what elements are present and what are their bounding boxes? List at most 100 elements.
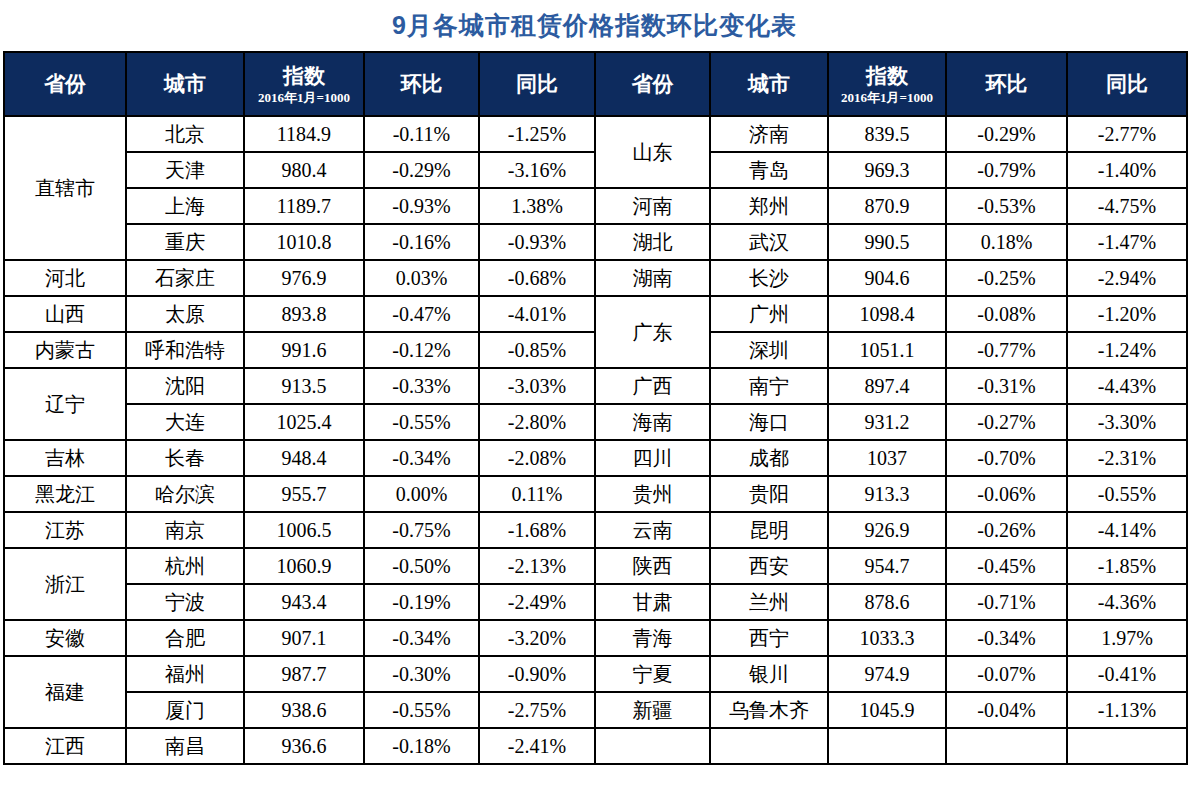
cell-yoy-right <box>1067 728 1187 764</box>
cell-index-left: 936.6 <box>244 728 364 764</box>
cell-city-left: 大连 <box>126 404 244 440</box>
cell-yoy-left: -4.01% <box>479 296 595 332</box>
cell-index-right: 904.6 <box>828 260 946 296</box>
cell-province-left: 内蒙古 <box>4 332 126 368</box>
cell-mom-left: 0.00% <box>364 476 479 512</box>
header-index-label-left: 指数 <box>245 64 363 88</box>
cell-mom-left: -0.29% <box>364 152 479 188</box>
header-mom-right: 环比 <box>946 52 1067 116</box>
cell-yoy-right: -1.85% <box>1067 548 1187 584</box>
cell-mom-right: -0.45% <box>946 548 1067 584</box>
cell-province-left: 福建 <box>4 656 126 728</box>
cell-mom-left: -0.55% <box>364 404 479 440</box>
cell-city-right: 银川 <box>710 656 828 692</box>
cell-yoy-left: -1.25% <box>479 116 595 152</box>
cell-yoy-right: -4.43% <box>1067 368 1187 404</box>
header-province-right: 省份 <box>595 52 710 116</box>
cell-mom-left: -0.11% <box>364 116 479 152</box>
cell-index-right: 969.3 <box>828 152 946 188</box>
cell-mom-right: -0.70% <box>946 440 1067 476</box>
header-row: 省份 城市 指数 2016年1月=1000 环比 同比 省份 城市 指数 201… <box>4 52 1187 116</box>
cell-mom-left: -0.33% <box>364 368 479 404</box>
cell-city-left: 哈尔滨 <box>126 476 244 512</box>
cell-yoy-right: -0.55% <box>1067 476 1187 512</box>
cell-city-right: 济南 <box>710 116 828 152</box>
cell-yoy-left: -2.08% <box>479 440 595 476</box>
cell-city-right: 深圳 <box>710 332 828 368</box>
cell-index-left: 976.9 <box>244 260 364 296</box>
table-row: 江苏南京1006.5-0.75%-1.68%云南昆明926.9-0.26%-4.… <box>4 512 1187 548</box>
cell-province-left: 黑龙江 <box>4 476 126 512</box>
cell-yoy-left: -0.90% <box>479 656 595 692</box>
cell-province-left: 直辖市 <box>4 116 126 260</box>
cell-yoy-right: -4.14% <box>1067 512 1187 548</box>
cell-mom-left: -0.50% <box>364 548 479 584</box>
cell-province-right: 广西 <box>595 368 710 404</box>
cell-mom-left: -0.55% <box>364 692 479 728</box>
cell-index-left: 913.5 <box>244 368 364 404</box>
cell-index-left: 938.6 <box>244 692 364 728</box>
cell-mom-right: 0.18% <box>946 224 1067 260</box>
cell-index-right <box>828 728 946 764</box>
cell-mom-right: -0.34% <box>946 620 1067 656</box>
cell-mom-right: -0.53% <box>946 188 1067 224</box>
cell-index-right: 1037 <box>828 440 946 476</box>
cell-index-right: 974.9 <box>828 656 946 692</box>
cell-city-left: 宁波 <box>126 584 244 620</box>
cell-index-right: 870.9 <box>828 188 946 224</box>
header-index-base-left: 2016年1月=1000 <box>245 90 363 105</box>
table-row: 直辖市北京1184.9-0.11%-1.25%山东济南839.5-0.29%-2… <box>4 116 1187 152</box>
cell-province-right: 宁夏 <box>595 656 710 692</box>
cell-yoy-right: -4.36% <box>1067 584 1187 620</box>
cell-city-left: 合肥 <box>126 620 244 656</box>
cell-mom-left: -0.34% <box>364 440 479 476</box>
cell-city-right: 成都 <box>710 440 828 476</box>
header-city-left: 城市 <box>126 52 244 116</box>
cell-city-left: 呼和浩特 <box>126 332 244 368</box>
cell-index-left: 1006.5 <box>244 512 364 548</box>
cell-province-right: 青海 <box>595 620 710 656</box>
cell-city-right: 西安 <box>710 548 828 584</box>
cell-province-right: 新疆 <box>595 692 710 728</box>
cell-index-right: 1051.1 <box>828 332 946 368</box>
cell-index-right: 839.5 <box>828 116 946 152</box>
cell-mom-right: -0.25% <box>946 260 1067 296</box>
cell-index-left: 991.6 <box>244 332 364 368</box>
header-index-left: 指数 2016年1月=1000 <box>244 52 364 116</box>
cell-city-right: 长沙 <box>710 260 828 296</box>
cell-province-right: 贵州 <box>595 476 710 512</box>
cell-mom-right: -0.04% <box>946 692 1067 728</box>
cell-mom-left: -0.16% <box>364 224 479 260</box>
cell-city-right: 乌鲁木齐 <box>710 692 828 728</box>
cell-yoy-left: -2.13% <box>479 548 595 584</box>
table-row: 江西南昌936.6-0.18%-2.41% <box>4 728 1187 764</box>
page-title: 9月各城市租赁价格指数环比变化表 <box>0 0 1189 51</box>
cell-yoy-left: 1.38% <box>479 188 595 224</box>
cell-city-right: 海口 <box>710 404 828 440</box>
header-index-label-right: 指数 <box>829 64 945 88</box>
table-row: 大连1025.4-0.55%-2.80%海南海口931.2-0.27%-3.30… <box>4 404 1187 440</box>
header-index-base-right: 2016年1月=1000 <box>829 90 945 105</box>
cell-mom-left: -0.19% <box>364 584 479 620</box>
cell-yoy-left: -0.85% <box>479 332 595 368</box>
header-index-right: 指数 2016年1月=1000 <box>828 52 946 116</box>
cell-mom-right: -0.27% <box>946 404 1067 440</box>
cell-yoy-left: -3.03% <box>479 368 595 404</box>
cell-mom-right: -0.26% <box>946 512 1067 548</box>
table-row: 黑龙江哈尔滨955.70.00%0.11%贵州贵阳913.3-0.06%-0.5… <box>4 476 1187 512</box>
cell-index-right: 954.7 <box>828 548 946 584</box>
cell-yoy-left: -3.16% <box>479 152 595 188</box>
cell-yoy-right: -1.40% <box>1067 152 1187 188</box>
cell-province-left: 江苏 <box>4 512 126 548</box>
table-row: 重庆1010.8-0.16%-0.93%湖北武汉990.50.18%-1.47% <box>4 224 1187 260</box>
cell-index-right: 913.3 <box>828 476 946 512</box>
cell-mom-right: -0.79% <box>946 152 1067 188</box>
header-yoy-right: 同比 <box>1067 52 1187 116</box>
cell-province-right: 陕西 <box>595 548 710 584</box>
cell-province-right: 湖南 <box>595 260 710 296</box>
table-row: 辽宁沈阳913.5-0.33%-3.03%广西南宁897.4-0.31%-4.4… <box>4 368 1187 404</box>
cell-city-left: 南京 <box>126 512 244 548</box>
cell-index-right: 897.4 <box>828 368 946 404</box>
cell-yoy-right: -1.47% <box>1067 224 1187 260</box>
cell-index-left: 943.4 <box>244 584 364 620</box>
